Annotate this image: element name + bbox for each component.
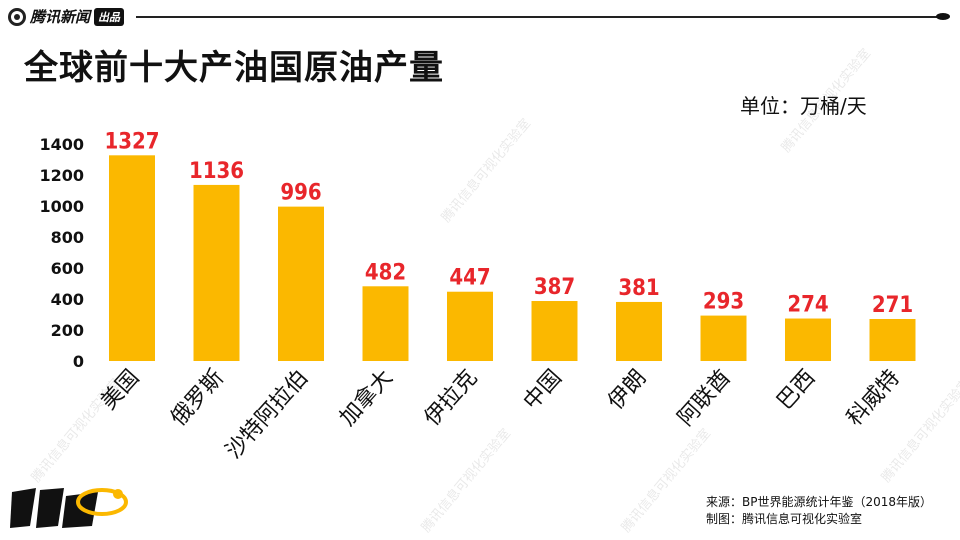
bar — [447, 291, 493, 361]
bar — [616, 301, 662, 361]
y-tick-label: 1200 — [39, 166, 84, 185]
bar — [278, 206, 324, 361]
unit-label: 单位：万桶/天 — [740, 94, 867, 118]
y-tick-label: 200 — [51, 321, 84, 340]
x-tick-label: 伊拉克 — [420, 365, 483, 431]
data-label: 447 — [449, 266, 490, 291]
data-label: 381 — [618, 276, 659, 301]
y-tick-label: 1400 — [39, 135, 84, 154]
bar — [869, 318, 916, 361]
y-tick-label: 0 — [73, 352, 84, 371]
source-line: 来源：BP世界能源统计年鉴（2018年版） — [706, 495, 933, 509]
top-bar: 腾讯新闻 出品 — [0, 0, 960, 36]
data-label: 293 — [703, 290, 744, 315]
bar — [109, 155, 155, 361]
tencent-news-logo-icon — [8, 7, 26, 26]
source-note: 来源：BP世界能源统计年鉴（2018年版） 制图：腾讯信息可视化实验室 — [706, 494, 932, 528]
y-tick-label: 800 — [51, 228, 84, 247]
x-tick-label: 科威特 — [842, 365, 905, 431]
x-tick-label: 巴西 — [772, 365, 820, 414]
brand: 腾讯新闻 出品 — [8, 6, 125, 27]
data-label: 482 — [365, 260, 406, 285]
y-tick-label: 400 — [51, 290, 84, 309]
y-tick-label: 1000 — [39, 197, 84, 216]
bar — [193, 184, 240, 361]
header-rule — [136, 16, 938, 18]
brand-tag: 出品 — [94, 7, 125, 26]
bar — [362, 286, 409, 361]
bar — [785, 318, 831, 361]
caijing-kanjian-logo — [10, 488, 128, 528]
brand-text: 腾讯新闻 — [30, 8, 91, 26]
x-tick-label: 中国 — [519, 365, 567, 414]
x-tick-label: 美国 — [96, 365, 144, 414]
made-by-line: 制图：腾讯信息可视化实验室 — [706, 512, 863, 526]
y-tick-label: 600 — [51, 259, 84, 278]
x-tick-label: 伊朗 — [603, 365, 651, 414]
bar — [700, 315, 747, 361]
data-label: 1136 — [189, 159, 244, 184]
header-rule-end — [936, 13, 950, 20]
x-tick-label: 俄罗斯 — [166, 365, 229, 431]
data-label: 271 — [872, 293, 913, 318]
x-tick-label: 阿联酋 — [673, 365, 736, 431]
data-label: 996 — [280, 181, 321, 206]
bar — [531, 301, 578, 361]
x-tick-label: 沙特阿拉伯 — [221, 365, 313, 463]
data-label: 274 — [787, 293, 828, 318]
page-title: 全球前十大产油国原油产量 — [24, 48, 444, 88]
data-label: 387 — [534, 275, 575, 300]
data-label: 1327 — [104, 129, 159, 154]
x-tick-label: 加拿大 — [334, 365, 397, 431]
